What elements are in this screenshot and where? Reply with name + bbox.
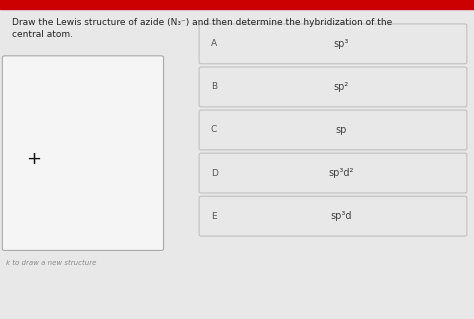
Text: +: + [26, 151, 41, 168]
Text: sp: sp [336, 125, 347, 135]
Text: sp³d²: sp³d² [328, 168, 354, 178]
Text: C: C [211, 125, 217, 135]
FancyBboxPatch shape [199, 196, 467, 236]
Text: A: A [211, 39, 217, 48]
Text: Draw the Lewis structure of azide (N₃⁻) and then determine the hybridization of : Draw the Lewis structure of azide (N₃⁻) … [12, 18, 392, 26]
Text: central atom.: central atom. [12, 30, 73, 39]
FancyBboxPatch shape [2, 56, 164, 250]
Text: sp²: sp² [334, 82, 349, 92]
Bar [0, 0, 474, 9]
Text: E: E [211, 211, 217, 221]
Text: sp³: sp³ [334, 39, 349, 49]
Text: sp³d: sp³d [330, 211, 352, 221]
Text: B: B [211, 82, 217, 92]
FancyBboxPatch shape [199, 153, 467, 193]
Text: k to draw a new structure: k to draw a new structure [6, 260, 96, 266]
FancyBboxPatch shape [199, 24, 467, 64]
FancyBboxPatch shape [199, 67, 467, 107]
FancyBboxPatch shape [199, 110, 467, 150]
Text: D: D [211, 168, 218, 178]
